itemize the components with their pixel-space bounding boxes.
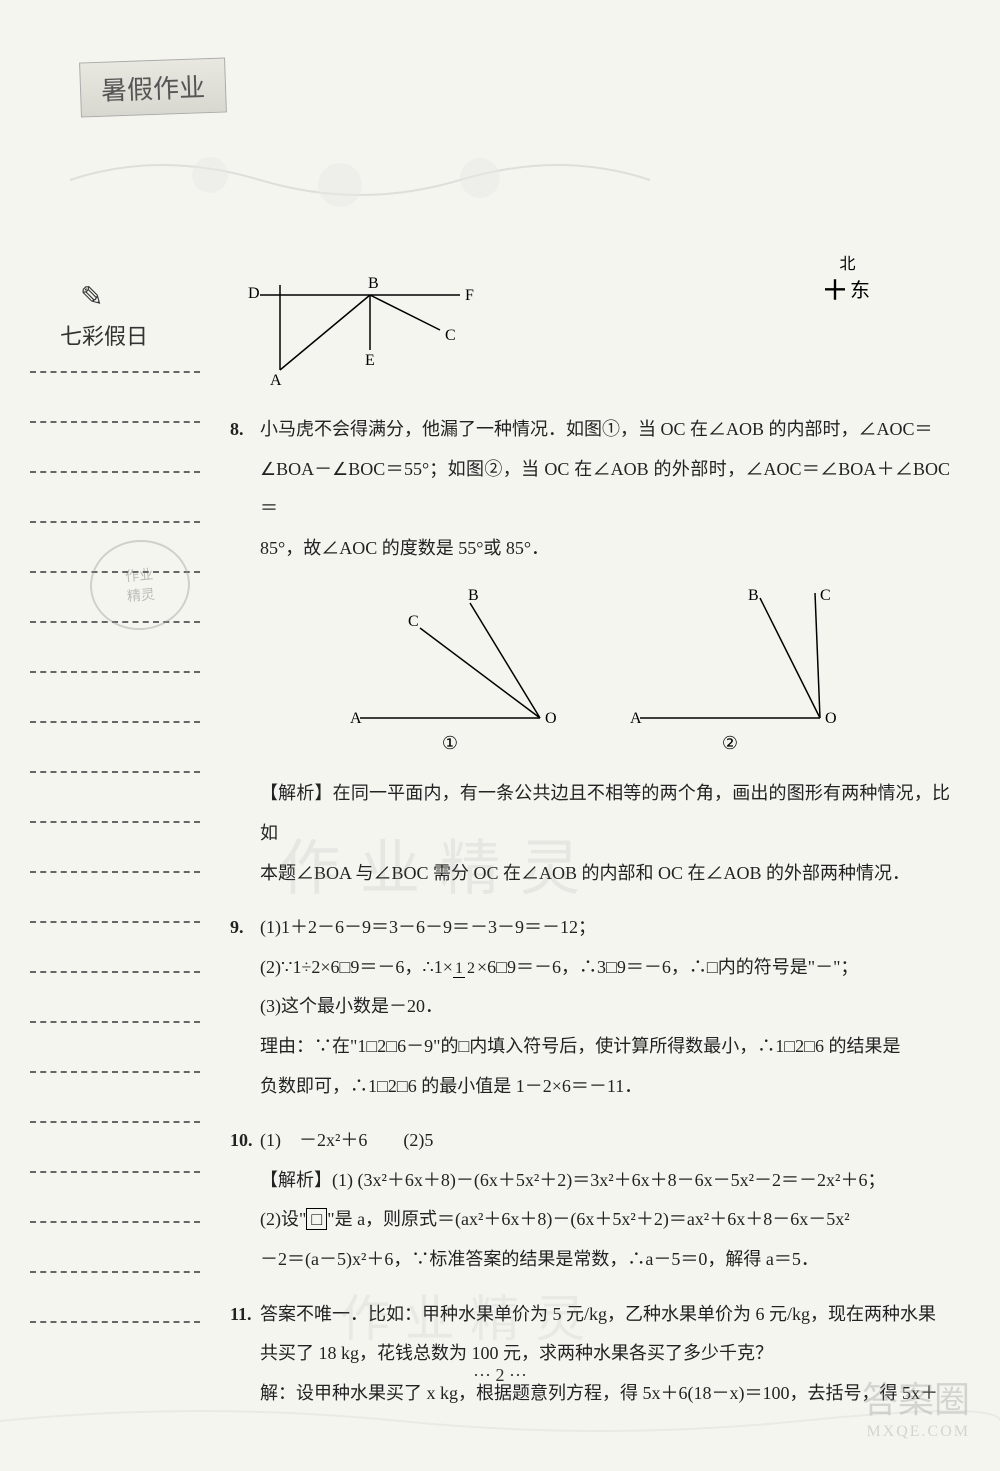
problem-8-analysis: 【解析】在同一平面内，有一条公共边且不相等的两个角，画出的图形有两种情况，比如 …: [260, 774, 950, 893]
problem-line: 85°，故∠AOC 的度数是 55°或 85°．: [260, 529, 950, 569]
dashed-lines-container: [30, 371, 210, 1323]
analysis-text: (1) (3x²＋6x＋8)－(6x＋5x²＋2)＝3x²＋6x＋8－6x－5x…: [332, 1170, 885, 1190]
diagram-1-svg: A B C O: [340, 588, 560, 728]
frac-top: 1: [453, 960, 465, 978]
dashed-line: [30, 371, 200, 373]
diagram-pair: A B C O ① A B C O ②: [230, 588, 950, 754]
problem-10: 10.(1) －2x²＋6 (2)5 【解析】(1) (3x²＋6x＋8)－(6…: [230, 1121, 950, 1279]
problem-line: (2)∵1÷2×6□9＝－6，∴1×12×6□9＝－6，∴3□9＝－6，∴□内的…: [260, 948, 950, 988]
diagram-caption: ①: [340, 733, 560, 754]
label-E: E: [365, 352, 375, 369]
label-C: C: [445, 327, 456, 344]
frac-bot: 2: [465, 960, 477, 977]
box-symbol: □: [306, 1208, 327, 1230]
problem-line: 共买了 18 kg，花钱总数为 100 元，求两种水果各买了多少千克？: [260, 1334, 950, 1374]
problem-line: ∠BOA－∠BOC＝55°；如图②，当 OC 在∠AOB 的外部时，∠AOC＝∠…: [260, 450, 950, 529]
corner-sub: MXQE.COM: [862, 1423, 970, 1441]
sidebar-label: 七彩假日: [60, 319, 210, 351]
svg-text:A: A: [350, 710, 362, 727]
problem-text: 小马虎不会得满分，他漏了一种情况．如图①，当 OC 在∠AOB 的内部时，∠AO…: [260, 419, 933, 439]
dashed-line: [30, 1221, 200, 1223]
part2b: ×6□9＝－6，∴3□9＝－6，∴□内的符号是"－"；: [477, 957, 858, 977]
label-A: A: [270, 372, 282, 389]
analysis-text: 在同一平面内，有一条公共边且不相等的两个角，画出的图形有两种情况，比如: [260, 783, 950, 843]
diagram-1: A B C O ①: [340, 588, 560, 754]
svg-text:B: B: [468, 588, 479, 604]
analysis2a: (2)设": [260, 1209, 306, 1229]
problem-text: (1)1＋2－6－9＝3－6－9＝－3－9＝－12；: [260, 917, 596, 937]
problem-num: 11.: [230, 1295, 260, 1335]
diagram-2-svg: A B C O: [620, 588, 840, 728]
dashed-line: [30, 771, 200, 773]
problem-num: 9.: [230, 908, 260, 948]
part2a: (2)∵1÷2×6□9＝－6，∴1×: [260, 957, 453, 977]
problem-line: (3)这个最小数是－20．: [260, 987, 950, 1027]
dashed-line: [30, 1321, 200, 1323]
problem-num: 10.: [230, 1121, 260, 1161]
dashed-line: [30, 721, 200, 723]
dashed-line: [30, 1171, 200, 1173]
problem-text: 答案不唯一．比如：甲种水果单价为 5 元/kg，乙种水果单价为 6 元/kg，现…: [260, 1304, 936, 1324]
dashed-line: [30, 421, 200, 423]
stamp-line: 作业: [124, 564, 154, 586]
svg-text:A: A: [630, 710, 642, 727]
analysis2b: "是 a，则原式＝(ax²＋6x＋8)－(6x＋5x²＋2)＝ax²＋6x＋8－…: [327, 1209, 849, 1229]
problem-line: 负数即可，∴1□2□6 的最小值是 1－2×6＝－11．: [260, 1067, 950, 1107]
page-number: ··· 2 ···: [473, 1365, 527, 1386]
problem-text: (1) －2x²＋6 (2)5: [260, 1130, 433, 1150]
diagram-caption: ②: [620, 733, 840, 754]
dashed-line: [30, 1271, 200, 1273]
svg-text:B: B: [748, 588, 759, 604]
dashed-line: [30, 521, 200, 523]
dashed-line: [30, 821, 200, 823]
svg-text:O: O: [825, 710, 837, 727]
header-title: 暑假作业: [101, 73, 206, 106]
header-title-banner: 暑假作业: [79, 57, 227, 117]
flourish-decoration: [60, 140, 660, 220]
problem-line: (2)设"□"是 a，则原式＝(ax²＋6x＋8)－(6x＋5x²＋2)＝ax²…: [260, 1200, 950, 1240]
diagram-2: A B C O ②: [620, 588, 840, 754]
svg-text:C: C: [408, 613, 419, 630]
diagram-top: A B C D E F: [230, 270, 950, 390]
label-D: D: [248, 285, 260, 302]
problem-8: 8.小马虎不会得满分，他漏了一种情况．如图①，当 OC 在∠AOB 的内部时，∠…: [230, 410, 950, 568]
problem-line: 理由：∵在"1□2□6－9"的□内填入符号后，使计算所得数最小，∴1□2□6 的…: [260, 1027, 950, 1067]
label-F: F: [465, 287, 474, 304]
problem-9: 9.(1)1＋2－6－9＝3－6－9＝－3－9＝－12； (2)∵1÷2×6□9…: [230, 908, 950, 1106]
corner-main: 答案圈: [862, 1371, 970, 1423]
problem-num: 8.: [230, 410, 260, 450]
analysis-label: 【解析】: [260, 1170, 332, 1190]
dashed-line: [30, 1021, 200, 1023]
problem-line: 【解析】(1) (3x²＋6x＋8)－(6x＋5x²＋2)＝3x²＋6x＋8－6…: [260, 1161, 950, 1201]
dashed-line: [30, 871, 200, 873]
footer-flourish: [0, 1391, 1000, 1451]
label-B: B: [368, 275, 379, 292]
dashed-line: [30, 921, 200, 923]
dashed-line: [30, 971, 200, 973]
pen-icon: ✎: [80, 280, 210, 314]
dashed-line: [30, 671, 200, 673]
svg-text:C: C: [820, 588, 831, 604]
corner-watermark: 答案圈 MXQE.COM: [862, 1371, 970, 1441]
main-content: 北 ╋ 东 A B C D E F 8.小马虎不会得满分，他漏了一种情况．如图①…: [230, 270, 950, 1428]
problem-line: －2＝(a－5)x²＋6，∵标准答案的结果是常数，∴a－5＝0，解得 a＝5．: [260, 1240, 950, 1280]
diagram-top-svg: A B C D E F: [230, 270, 490, 390]
dashed-line: [30, 1121, 200, 1123]
sidebar: ✎ 七彩假日: [30, 280, 210, 1371]
svg-text:O: O: [545, 710, 557, 727]
dashed-line: [30, 1071, 200, 1073]
analysis-text: 本题∠BOA 与∠BOC 需分 OC 在∠AOB 的内部和 OC 在∠AOB 的…: [260, 854, 950, 894]
stamp-line: 精灵: [126, 584, 156, 606]
analysis-label: 【解析】: [260, 783, 333, 803]
fraction: 12: [453, 961, 477, 977]
dashed-line: [30, 471, 200, 473]
